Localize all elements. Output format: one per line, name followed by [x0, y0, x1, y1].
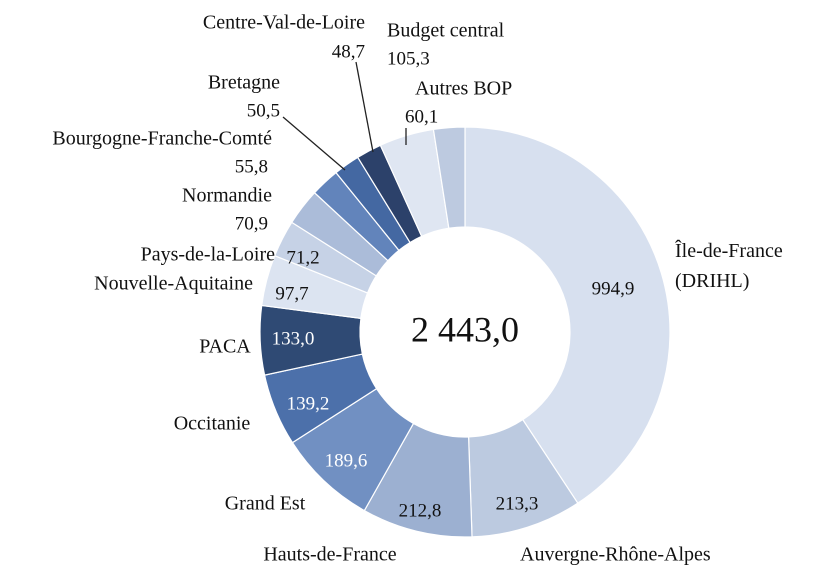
category-label: Auvergne-Rhône-Alpes — [520, 544, 711, 566]
category-label: Grand Est — [225, 493, 306, 515]
slice — [464, 126, 671, 504]
value-label: 212,8 — [399, 500, 442, 521]
slice — [432, 126, 466, 229]
value-label: 55,8 — [235, 156, 268, 177]
category-label: Bretagne — [208, 72, 280, 94]
value-label: 139,2 — [287, 393, 330, 414]
category-label: PACA — [199, 336, 251, 358]
category-label: Occitanie — [174, 413, 251, 435]
value-label: 994,9 — [592, 278, 635, 299]
value-label: 189,6 — [325, 450, 368, 471]
leader-line — [355, 61, 374, 153]
value-label: 105,3 — [387, 48, 430, 69]
donut — [259, 126, 671, 538]
value-label: 71,2 — [286, 247, 319, 268]
category-label: Hauts-de-France — [263, 544, 396, 566]
value-label: 50,5 — [247, 100, 280, 121]
category-label: Bourgogne-Franche-Comté — [52, 128, 272, 150]
value-label: 213,3 — [496, 493, 539, 514]
category-label: Île-de-France (DRIHL) — [675, 239, 788, 292]
label-line: (DRIHL) — [675, 270, 749, 292]
category-label: Normandie — [182, 185, 272, 207]
value-label: 97,7 — [275, 283, 308, 304]
category-label: Centre-Val-de-Loire — [203, 12, 365, 34]
value-label: 48,7 — [332, 41, 365, 62]
value-label: 70,9 — [235, 213, 268, 234]
category-label: Nouvelle-Aquitaine — [94, 273, 253, 295]
category-label: Budget central — [387, 20, 505, 42]
category-label: Autres BOP — [415, 78, 512, 100]
category-label: Pays-de-la-Loire — [141, 244, 276, 266]
value-label: 133,0 — [272, 328, 315, 349]
leader-line — [282, 116, 346, 171]
center-label: 2 443,0 — [411, 309, 519, 349]
label-line: Île-de-France — [675, 239, 788, 262]
value-label: 60,1 — [405, 106, 438, 127]
